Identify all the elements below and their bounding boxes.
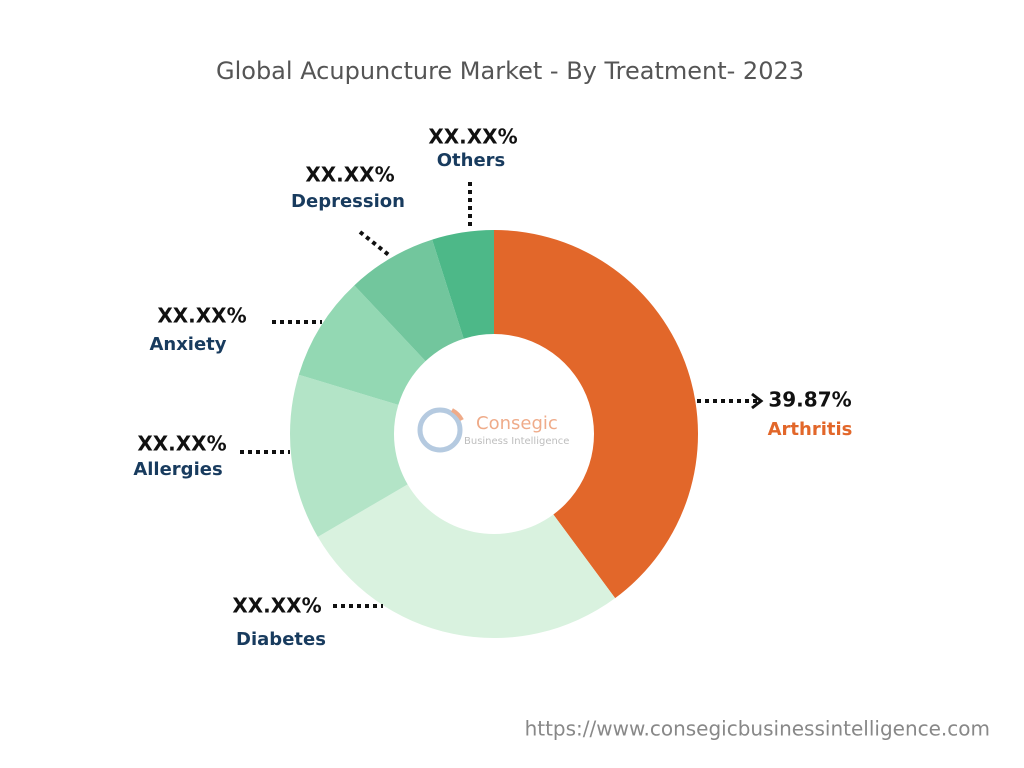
- slice: [290, 374, 408, 537]
- watermark: Consegic Business Intelligence: [417, 407, 569, 453]
- chart-title: Global Acupuncture Market - By Treatment…: [216, 57, 804, 85]
- donut: [290, 230, 699, 638]
- logo: [417, 407, 463, 453]
- slice: [298, 285, 426, 405]
- value-label: XX.XX%: [305, 163, 394, 187]
- slice: [494, 230, 699, 599]
- logo-accent: [450, 408, 464, 422]
- watermark-subtitle: Business Intelligence: [464, 436, 569, 447]
- value-label: XX.XX%: [428, 125, 517, 149]
- value-label: XX.XX%: [137, 432, 226, 456]
- value-label: 39.87%: [768, 388, 851, 412]
- footer-url: https://www.consegicbusinessintelligence…: [525, 717, 990, 741]
- watermark-name: Consegic: [476, 413, 558, 434]
- category-label: Diabetes: [236, 629, 326, 650]
- value-label: XX.XX%: [232, 594, 321, 618]
- leader-arrow: [751, 392, 764, 410]
- value-label: XX.XX%: [157, 304, 246, 328]
- slice: [432, 230, 494, 339]
- category-label: Arthritis: [768, 419, 853, 440]
- slice: [317, 484, 616, 638]
- category-label: Others: [437, 150, 506, 171]
- leader-line: [358, 230, 392, 258]
- slice: [354, 239, 464, 362]
- category-label: Anxiety: [149, 334, 226, 355]
- category-label: Depression: [291, 191, 405, 212]
- category-label: Allergies: [133, 459, 222, 480]
